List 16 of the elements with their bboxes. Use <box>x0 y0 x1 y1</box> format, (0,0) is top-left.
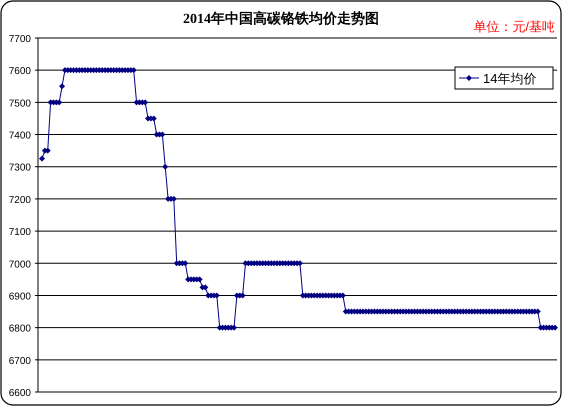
y-tick-label: 7200 <box>8 194 32 206</box>
y-tick-label: 7300 <box>8 162 32 174</box>
y-tick-label: 7600 <box>8 66 32 78</box>
y-tick-label: 7500 <box>8 98 32 110</box>
legend-label: 14年均价 <box>483 71 536 86</box>
y-tick-label: 7100 <box>8 227 32 238</box>
y-tick-label: 7000 <box>8 259 32 270</box>
chart-title: 2014年中国高碳铬铁均价走势图 <box>183 10 379 27</box>
y-tick-label: 6800 <box>8 324 32 335</box>
text: 单位：元/基吨 <box>473 19 555 34</box>
y-tick-label: 7400 <box>8 130 32 142</box>
y-tick-label: 6900 <box>8 291 32 302</box>
y-tick-label: 7700 <box>8 34 32 45</box>
y-tick-label: 6700 <box>8 356 32 367</box>
y-tick-label: 6600 <box>8 388 32 399</box>
legend: 14年均价 <box>454 66 554 90</box>
